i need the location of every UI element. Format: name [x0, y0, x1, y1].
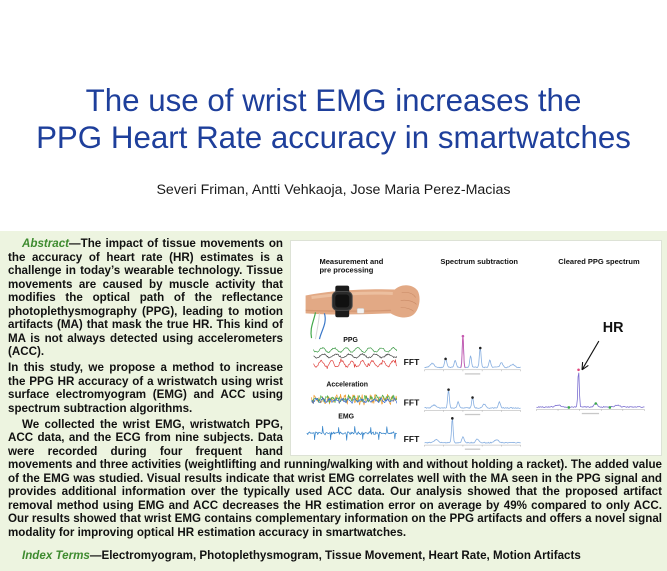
ppg-signal-green — [313, 346, 398, 354]
finger-line — [400, 307, 414, 312]
abstract-content: Measurement and pre processing Spectrum … — [8, 237, 662, 565]
ppg-spectrum-highlight-peak — [460, 336, 466, 369]
paper-title-line-2: PPG Heart Rate accuracy in smartwatches — [36, 120, 631, 155]
cleared-ppg-spectrum-peak-marker — [608, 406, 612, 409]
cleared-ppg-spectrum-peak-marker — [567, 406, 571, 409]
watch-screen — [335, 294, 350, 308]
forearm-shadow — [305, 309, 391, 312]
abstract-label: Abstract — [22, 237, 70, 250]
ppg-signal-red — [313, 358, 398, 370]
wrist-with-smartwatch-icon — [305, 285, 420, 340]
acc-spectrum-axis-caption — [464, 413, 481, 416]
signal-label-acceleration: Acceleration — [326, 382, 368, 389]
finger-line — [400, 299, 417, 305]
method-figure-canvas: Measurement and pre processing Spectrum … — [305, 257, 645, 450]
index-terms-text: —Electromyogram, Photoplethysmogram, Tis… — [89, 549, 581, 562]
header-spectrum-subtraction: Spectrum subtraction — [440, 257, 518, 266]
ppg-signal-dark — [313, 353, 398, 359]
cleared-ppg-spectrum-axis-caption — [581, 412, 600, 415]
sensor-wire — [310, 312, 317, 339]
index-terms: Index Terms—Electromyogram, Photoplethys… — [8, 549, 662, 563]
signal-label-emg: EMG — [338, 413, 354, 420]
method-figure: Measurement and pre processing Spectrum … — [290, 240, 662, 456]
abstract-paragraph-2: In this study, we propose a method to in… — [8, 361, 283, 415]
paper-title: The use of wrist EMG increases the PPG H… — [0, 82, 667, 156]
abstract-panel: Measurement and pre processing Spectrum … — [0, 231, 667, 571]
cleared-ppg-spectrum — [536, 372, 645, 408]
hr-label: HR — [603, 320, 624, 336]
signal-label-ppg: PPG — [343, 337, 358, 344]
emg-signal — [306, 425, 397, 441]
acc-spectrum-peak-marker — [471, 396, 474, 399]
emg-spectrum-axis-caption — [464, 448, 481, 450]
forearm-highlight — [311, 291, 393, 299]
author-list: Severi Friman, Antti Vehkaoja, Jose Mari… — [156, 182, 511, 198]
abstract-paragraph-3: We collected the wrist EMG, wristwatch P… — [8, 417, 662, 539]
sensor-wire — [318, 313, 326, 340]
abstract-paragraph-1: Abstract—The impact of tissue movements … — [8, 237, 662, 359]
acc-signal-green — [311, 394, 398, 404]
cleared-ppg-spectrum-peak-marker — [594, 402, 598, 405]
fft-label-ppg: FFT — [404, 357, 420, 367]
emg-spectrum-peak-marker — [451, 417, 454, 420]
ppg-spectrum-peak-marker — [444, 357, 447, 361]
acc-spectrum-peak-marker — [447, 388, 450, 391]
emg-spectrum — [424, 419, 521, 444]
index-terms-label: Index Terms — [22, 549, 90, 562]
abstract-paragraph-1-text: —The impact of tissue movements on the a… — [8, 237, 283, 358]
ppg-spectrum-peak-marker — [461, 334, 465, 338]
ppg-spectrum — [424, 335, 521, 369]
header-cleared-spectrum: Cleared PPG spectrum — [558, 257, 640, 266]
header-measurement-line-2: pre processing — [319, 266, 373, 275]
cleared-ppg-spectrum-peak-marker — [577, 368, 580, 372]
paper-title-line-1: The use of wrist EMG increases the — [85, 83, 582, 118]
fft-label-emg: FFT — [404, 434, 420, 444]
header-measurement-line-1: Measurement and — [319, 257, 383, 266]
ppg-spectrum-axis-caption — [464, 373, 481, 375]
hr-arrowhead-icon — [581, 362, 589, 371]
fft-label-acceleration: FFT — [404, 397, 420, 407]
figure-signal-plots — [306, 334, 645, 450]
ppg-spectrum-peak-marker — [478, 346, 482, 350]
sensor-wire — [315, 313, 320, 340]
hr-arrow-icon — [581, 340, 600, 371]
acc-signal-blue — [311, 397, 398, 404]
emg-electrode — [356, 308, 365, 314]
finger-line — [401, 291, 416, 298]
